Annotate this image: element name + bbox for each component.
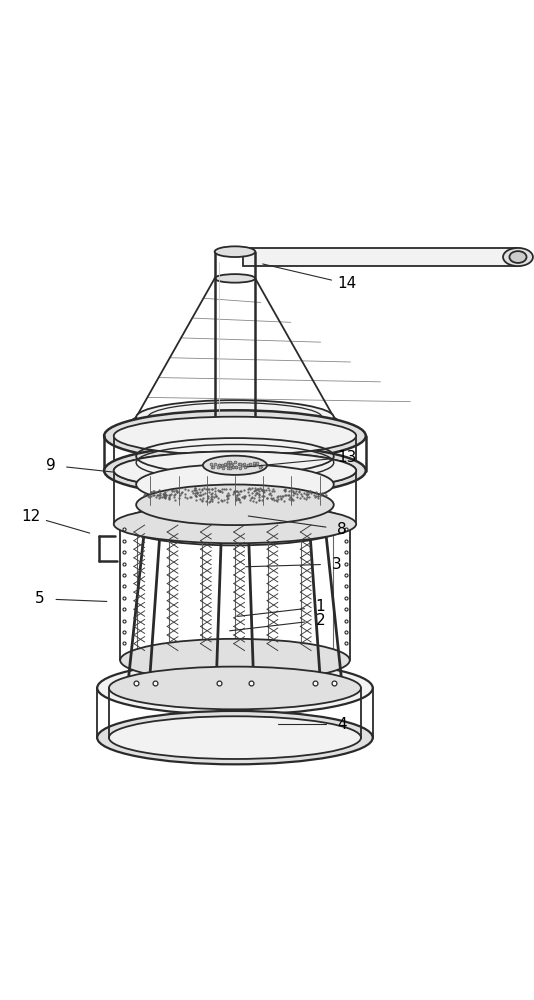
Text: 1: 1 [316, 599, 325, 614]
Ellipse shape [503, 248, 533, 266]
Text: 13: 13 [337, 450, 357, 465]
Ellipse shape [203, 456, 267, 475]
Ellipse shape [109, 716, 361, 759]
Ellipse shape [136, 400, 334, 434]
Text: 12: 12 [21, 509, 41, 524]
Ellipse shape [136, 485, 334, 525]
Ellipse shape [114, 505, 356, 543]
Ellipse shape [104, 445, 366, 496]
Text: 9: 9 [46, 458, 56, 473]
Ellipse shape [114, 417, 356, 455]
Ellipse shape [215, 246, 255, 257]
Polygon shape [243, 248, 518, 266]
Ellipse shape [509, 251, 527, 263]
Ellipse shape [97, 711, 373, 764]
Text: 2: 2 [316, 613, 325, 628]
Ellipse shape [114, 451, 356, 490]
Ellipse shape [120, 639, 350, 682]
Text: 4: 4 [337, 717, 347, 732]
Ellipse shape [97, 661, 373, 715]
Text: 3: 3 [332, 557, 341, 572]
Text: 14: 14 [337, 276, 357, 291]
Ellipse shape [136, 464, 334, 505]
Text: 8: 8 [337, 522, 347, 537]
Ellipse shape [120, 503, 350, 545]
Ellipse shape [109, 667, 361, 709]
Ellipse shape [114, 451, 356, 490]
Ellipse shape [215, 274, 255, 283]
Ellipse shape [104, 410, 366, 462]
Text: 5: 5 [35, 591, 45, 606]
